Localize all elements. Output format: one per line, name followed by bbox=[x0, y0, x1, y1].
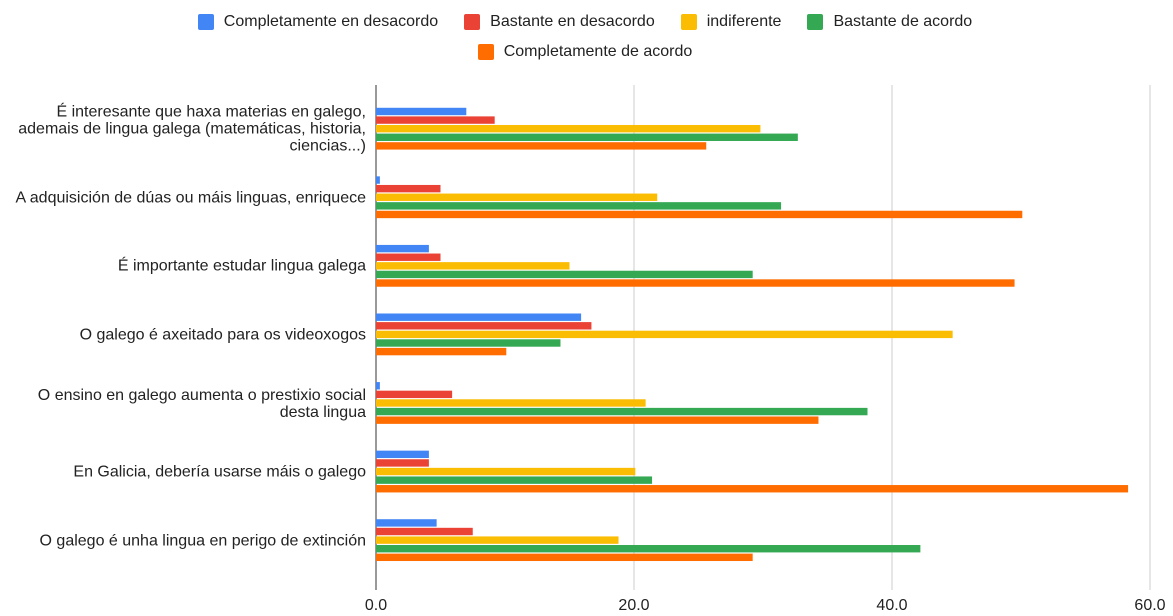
category-label: É importante estudar lingua galega bbox=[117, 257, 366, 275]
x-tick-label: 60.0 bbox=[1134, 597, 1165, 614]
legend-label: Completamente de acordo bbox=[503, 43, 693, 60]
legend-swatch bbox=[197, 14, 214, 30]
bar bbox=[376, 382, 380, 390]
category-label: En Galicia, debería usarse máis o galego bbox=[73, 463, 366, 481]
bar bbox=[376, 210, 1023, 219]
bar bbox=[376, 459, 429, 467]
legend-item: Bastante de acordo bbox=[807, 10, 972, 34]
bar bbox=[376, 347, 507, 356]
legend-label: indiferente bbox=[706, 13, 782, 30]
legend: Completamente en desacordo Bastante en de… bbox=[90, 10, 1080, 64]
bar bbox=[376, 545, 921, 553]
legend-swatch bbox=[477, 44, 494, 60]
bar bbox=[376, 399, 646, 407]
bar bbox=[376, 450, 429, 459]
legend-label: Completamente en desacordo bbox=[223, 13, 439, 30]
bar bbox=[376, 407, 868, 416]
bar bbox=[376, 124, 761, 133]
legend-swatch bbox=[464, 14, 481, 30]
bar bbox=[376, 553, 753, 562]
bar bbox=[376, 184, 441, 193]
bar bbox=[376, 313, 582, 321]
category-label: O galego é axeitado para os videoxogos bbox=[79, 326, 366, 344]
bar bbox=[376, 244, 429, 253]
bar bbox=[376, 536, 619, 544]
bar bbox=[376, 270, 753, 279]
category-label: A adquisición de dúas ou máis linguas, e… bbox=[15, 189, 366, 207]
category-label: É interesante que haxa materias en galeg… bbox=[18, 103, 366, 155]
bar bbox=[376, 322, 592, 330]
bar bbox=[376, 202, 782, 210]
legend-swatch bbox=[680, 14, 697, 30]
bar bbox=[376, 527, 473, 536]
legend-item: Completamente en desacordo bbox=[197, 10, 439, 34]
bar bbox=[376, 107, 467, 116]
x-tick-label: 20.0 bbox=[618, 597, 649, 614]
category-label: O galego é unha lingua en perigo de exti… bbox=[39, 532, 366, 550]
x-tick-label: 40.0 bbox=[876, 597, 907, 614]
bar bbox=[376, 262, 570, 270]
legend-label: Bastante en desacordo bbox=[490, 13, 655, 30]
bar bbox=[376, 390, 453, 399]
bar bbox=[376, 416, 819, 424]
legend-label: Bastante de acordo bbox=[833, 13, 973, 30]
bar bbox=[376, 485, 1129, 493]
legend-item: Completamente de acordo bbox=[477, 40, 693, 64]
legend-item: Bastante en desacordo bbox=[464, 10, 655, 34]
bar bbox=[376, 133, 798, 141]
bar bbox=[376, 467, 636, 476]
bar bbox=[376, 142, 707, 150]
legend-item: indiferente bbox=[680, 10, 782, 34]
category-label: O ensino en galego aumenta o prestixio s… bbox=[37, 386, 366, 421]
bar bbox=[376, 279, 1015, 287]
legend-swatch bbox=[807, 14, 824, 30]
bar bbox=[376, 193, 658, 201]
bar bbox=[376, 253, 441, 261]
bar bbox=[376, 476, 653, 484]
bar bbox=[376, 116, 495, 124]
bar bbox=[376, 330, 953, 339]
bar bbox=[376, 176, 380, 184]
x-tick-label: 0.0 bbox=[365, 597, 387, 614]
bar bbox=[376, 339, 561, 347]
bar bbox=[376, 519, 437, 527]
